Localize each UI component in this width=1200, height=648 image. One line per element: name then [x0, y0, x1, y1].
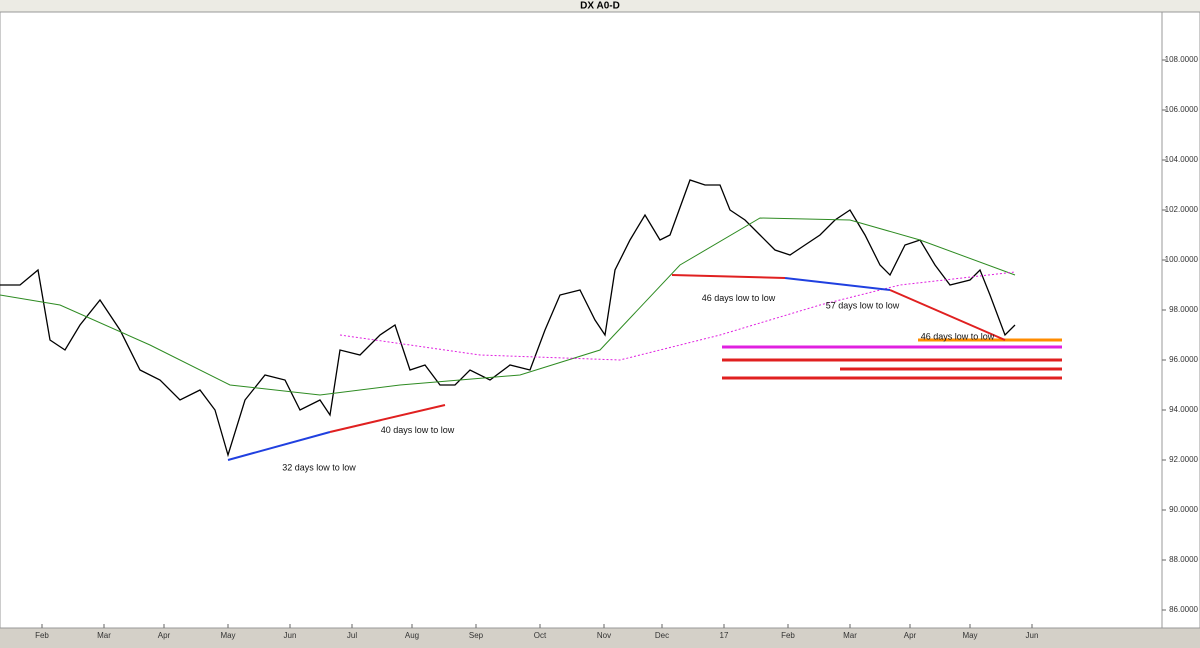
x-tick-label: Jun	[284, 631, 297, 640]
annotation: 40 days low to low	[381, 425, 455, 435]
y-tick-label: 92.0000	[1169, 455, 1198, 464]
moving-average	[339, 271, 1016, 361]
trendline	[889, 289, 1006, 341]
x-tick-label: Feb	[35, 631, 49, 640]
trendline	[329, 404, 446, 433]
x-tick-label: Jul	[347, 631, 357, 640]
x-tick-label: Dec	[655, 631, 669, 640]
x-tick-label: Aug	[405, 631, 419, 640]
moving-average	[0, 217, 1016, 396]
y-tick-label: 88.0000	[1169, 555, 1198, 564]
y-tick-label: 102.0000	[1165, 205, 1199, 214]
price-line	[0, 179, 1016, 458]
x-tick-label: May	[962, 631, 977, 640]
y-tick-label: 98.0000	[1169, 305, 1198, 314]
x-tick-label: Apr	[904, 631, 917, 640]
toolbar	[0, 0, 1200, 12]
x-tick-label: Oct	[534, 631, 547, 640]
annotation: 57 days low to low	[826, 300, 900, 310]
y-tick-label: 104.0000	[1165, 155, 1199, 164]
x-tick-label: Jun	[1026, 631, 1039, 640]
x-tick-label: 17	[720, 631, 729, 640]
x-tick-label: Mar	[97, 631, 111, 640]
x-tick-label: Mar	[843, 631, 857, 640]
x-tick-label: Sep	[469, 631, 484, 640]
x-tick-label: Apr	[158, 631, 171, 640]
x-tick-label: Feb	[781, 631, 795, 640]
annotation: 32 days low to low	[282, 462, 356, 472]
annotation: 46 days low to low	[921, 331, 995, 341]
y-tick-label: 100.0000	[1165, 255, 1199, 264]
y-tick-label: 106.0000	[1165, 105, 1199, 114]
y-tick-label: 96.0000	[1169, 355, 1198, 364]
y-tick-label: 108.0000	[1165, 55, 1199, 64]
plot-area	[0, 11, 1163, 629]
annotation: 46 days low to low	[702, 293, 776, 303]
x-tick-label: Nov	[597, 631, 611, 640]
chart-title: DX A0-D	[580, 1, 620, 12]
y-tick-label: 94.0000	[1169, 405, 1198, 414]
trendline	[227, 431, 331, 461]
price-axis	[1161, 11, 1200, 629]
x-tick-label: May	[220, 631, 235, 640]
trendline	[671, 274, 786, 279]
trendline	[784, 277, 891, 291]
y-tick-label: 86.0000	[1169, 605, 1198, 614]
y-tick-label: 90.0000	[1169, 505, 1198, 514]
